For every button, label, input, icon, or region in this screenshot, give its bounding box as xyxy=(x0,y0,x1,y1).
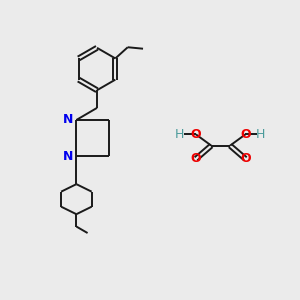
Text: N: N xyxy=(62,150,73,163)
Text: H: H xyxy=(175,128,184,141)
Text: O: O xyxy=(240,152,251,165)
Text: O: O xyxy=(190,128,201,141)
Text: O: O xyxy=(240,128,251,141)
Text: N: N xyxy=(62,113,73,127)
Text: H: H xyxy=(256,128,266,141)
Text: O: O xyxy=(190,152,201,165)
